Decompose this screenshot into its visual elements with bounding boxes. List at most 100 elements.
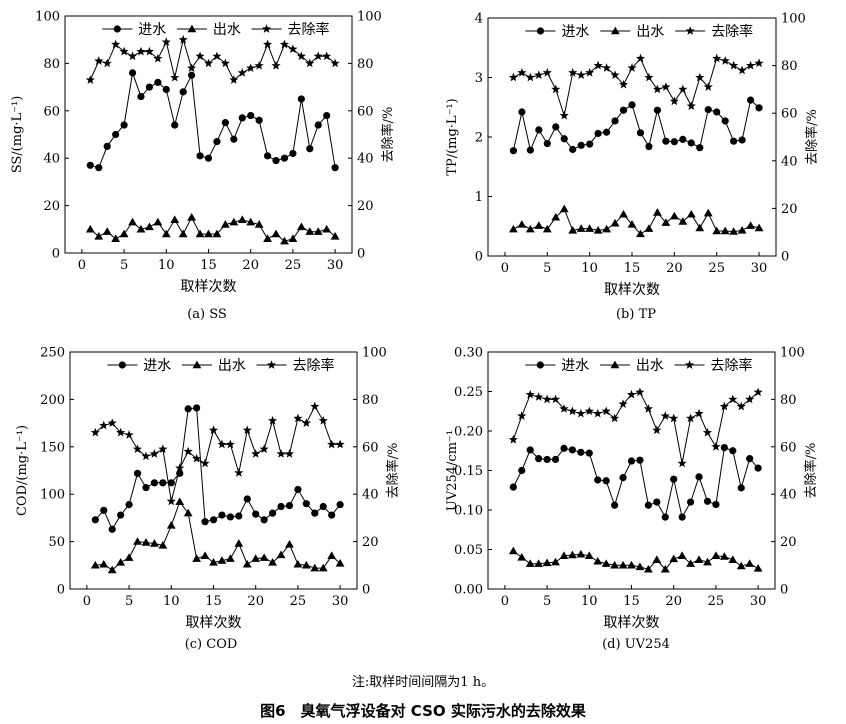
data-point: [678, 217, 688, 225]
data-point: [166, 521, 176, 529]
data-point: [602, 128, 611, 136]
data-point: [736, 401, 746, 411]
data-point: [327, 439, 337, 449]
data-point: [695, 72, 705, 82]
data-point: [753, 564, 763, 572]
data-point: [285, 540, 294, 548]
data-point: [746, 60, 756, 70]
series-line: [94, 405, 341, 502]
data-point: [234, 468, 244, 477]
data-point: [294, 485, 302, 494]
data-point: [226, 513, 234, 521]
data-point: [141, 538, 151, 546]
data-point: [703, 82, 713, 91]
data-point: [280, 154, 289, 162]
x-tick-label: 20: [666, 261, 683, 276]
data-point: [652, 84, 662, 94]
data-point: [212, 229, 222, 238]
data-point: [268, 509, 277, 517]
data-point: [229, 75, 239, 84]
y2-tick-label: 100: [357, 10, 382, 25]
legend: 进水 出水 去除率: [102, 21, 330, 38]
data-point: [297, 95, 305, 103]
data-point: [645, 142, 653, 151]
data-point: [577, 448, 585, 456]
data-point: [601, 406, 611, 416]
data-point: [313, 227, 323, 235]
data-point: [187, 63, 197, 73]
data-point: [737, 484, 745, 492]
data-point: [187, 213, 197, 221]
data-point: [550, 394, 561, 404]
x-tick-label: 10: [158, 258, 175, 273]
data-point: [142, 483, 150, 492]
data-point: [559, 110, 569, 120]
data-point: [636, 129, 645, 137]
data-point: [209, 516, 218, 524]
data-point: [586, 140, 594, 148]
x-tick-label: 0: [78, 258, 86, 273]
data-point: [237, 215, 247, 224]
y2-tick-label: 80: [780, 393, 797, 408]
data-point: [90, 560, 100, 569]
y2-tick-label: 20: [362, 535, 379, 550]
data-point: [192, 554, 202, 562]
y-tick-label: 0.05: [454, 543, 483, 558]
data-point: [254, 220, 264, 228]
data-point: [277, 502, 285, 511]
data-point: [203, 58, 214, 68]
legend-label: 进水: [143, 358, 171, 374]
data-point: [243, 495, 251, 503]
data-point: [729, 60, 739, 70]
data-point: [712, 226, 722, 235]
data-point: [268, 558, 277, 566]
data-point: [551, 455, 560, 464]
data-point: [678, 513, 686, 521]
data-point: [192, 453, 202, 463]
x-tick-label: 25: [708, 261, 725, 276]
data-point: [678, 84, 688, 94]
data-point: [687, 139, 695, 147]
data-point: [153, 217, 163, 226]
data-point: [263, 39, 273, 49]
data-point: [276, 550, 286, 559]
data-point: [271, 60, 281, 70]
y-tick-label: 4: [475, 12, 483, 27]
data-point: [288, 44, 298, 54]
data-point: [166, 496, 176, 506]
data-point: [171, 121, 179, 129]
legend-label: 进水: [561, 24, 589, 40]
data-point: [318, 415, 328, 425]
data-point: [94, 56, 104, 65]
data-point: [627, 560, 636, 569]
y2-tick-label: 20: [357, 199, 374, 214]
data-point: [559, 404, 569, 413]
data-point: [593, 408, 603, 418]
data-point: [103, 142, 111, 150]
data-point: [276, 449, 286, 458]
data-point: [576, 70, 586, 79]
data-point: [120, 121, 128, 129]
data-point: [695, 473, 703, 481]
y-tick-label: 0.20: [454, 425, 483, 440]
data-point: [729, 227, 739, 235]
data-point: [738, 136, 746, 144]
legend-marker: [685, 26, 695, 35]
data-point: [754, 58, 764, 68]
series-2: [509, 204, 764, 238]
legend-label: 去除率: [711, 23, 753, 40]
data-point: [212, 51, 222, 61]
x-tick-label: 25: [285, 258, 302, 273]
data-point: [525, 72, 535, 82]
data-point: [235, 512, 243, 520]
data-point: [585, 67, 595, 77]
data-point: [661, 82, 671, 91]
data-point: [746, 221, 755, 229]
y2-tick-label: 60: [780, 440, 797, 455]
data-point: [179, 88, 187, 96]
x-tick-label: 0: [501, 594, 509, 609]
y-tick-label: 50: [48, 535, 65, 550]
data-point: [85, 224, 95, 233]
data-point: [653, 208, 662, 216]
y-tick-label: 100: [35, 10, 60, 25]
